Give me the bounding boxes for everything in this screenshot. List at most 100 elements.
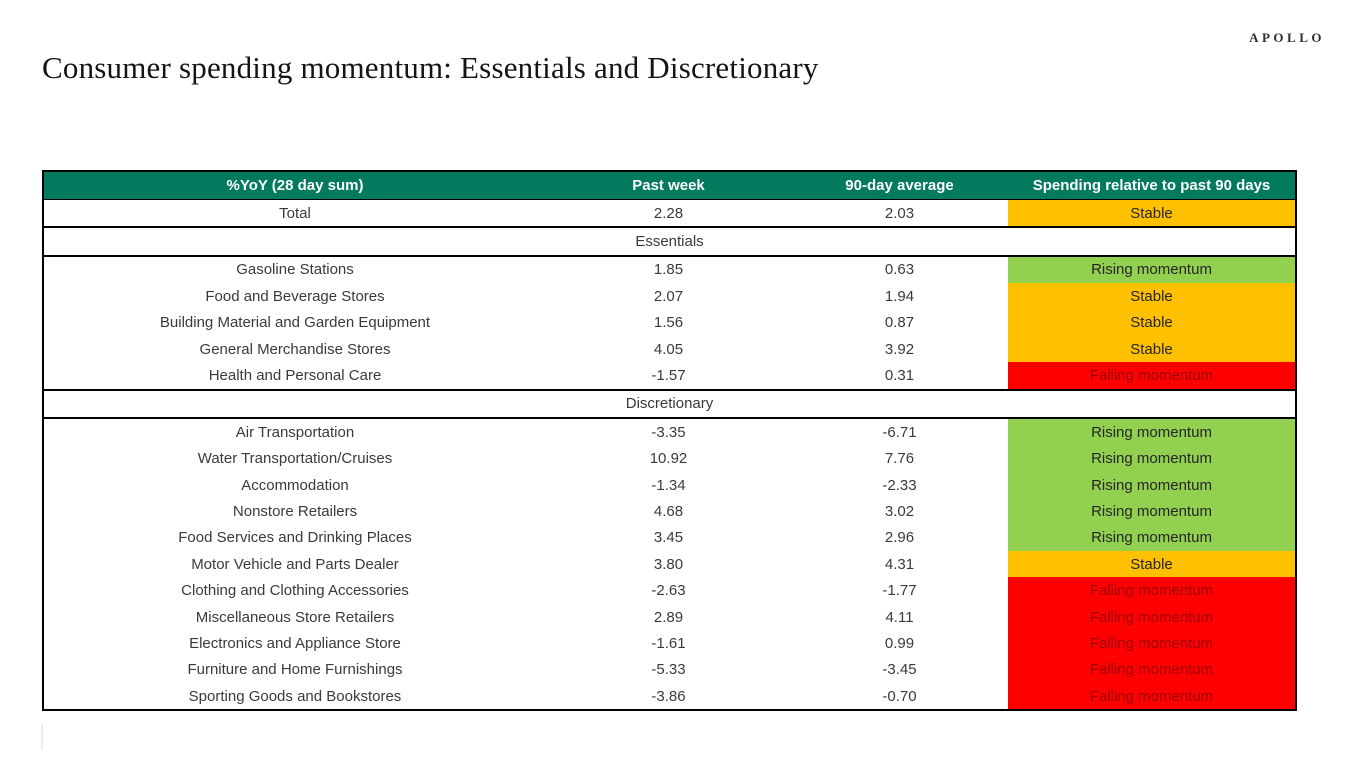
category-cell: Food Services and Drinking Places: [178, 529, 412, 547]
past-week-cell: -1.34: [651, 476, 686, 494]
status-cell: Rising momentum: [1008, 255, 1296, 284]
status-cell: Stable: [1008, 309, 1296, 336]
section-label: Essentials: [635, 233, 704, 251]
page-title: Consumer spending momentum: Essentials a…: [42, 50, 819, 85]
table-row: General Merchandise Stores 4.05 3.92 Stable: [43, 335, 1296, 363]
table-row: Clothing and Clothing Accessories -2.63 -1…: [43, 577, 1296, 604]
avg-90d-cell: 3.92: [884, 340, 915, 358]
status-cell: Falling momentum: [1008, 603, 1296, 631]
footer-mark: [41, 724, 43, 750]
avg-90d-cell: -6.71: [882, 423, 917, 441]
past-week-cell: -1.61: [651, 634, 686, 652]
status-cell: Stable: [1008, 199, 1296, 228]
past-week-cell: -3.35: [651, 423, 686, 441]
category-cell: Sporting Goods and Bookstores: [188, 687, 402, 705]
status-cell: Falling momentum: [1008, 630, 1296, 657]
status-cell: Rising momentum: [1008, 524, 1296, 552]
past-week-cell: 2.89: [653, 608, 684, 626]
table-row: Building Material and Garden Equipment 1.…: [43, 309, 1296, 336]
past-week-cell: 2.28: [653, 204, 684, 222]
spending-table: %YoY (28 day sum) Past week 90-day avera…: [42, 170, 1297, 712]
col-header-category: %YoY (28 day sum): [226, 177, 364, 194]
past-week-cell: 1.56: [653, 314, 684, 332]
category-cell: Health and Personal Care: [208, 367, 382, 385]
section-row: Discretionary: [43, 390, 1296, 419]
category-cell: Miscellaneous Store Retailers: [195, 608, 395, 626]
table-row: Miscellaneous Store Retailers 2.89 4.11 Fal…: [43, 603, 1296, 631]
avg-90d-cell: 4.11: [885, 608, 914, 626]
table-row: Food and Beverage Stores 2.07 1.94 Stable: [43, 283, 1296, 310]
status-cell: Stable: [1008, 283, 1296, 310]
table-row: Water Transportation/Cruises 10.92 7.76 Ris…: [43, 445, 1296, 472]
category-cell: Building Material and Garden Equipment: [159, 314, 431, 332]
category-cell: Gasoline Stations: [236, 261, 354, 279]
avg-90d-cell: -0.70: [882, 687, 917, 705]
table-row: Total 2.28 2.03 Stable: [43, 199, 1296, 228]
section-label: Discretionary: [625, 395, 714, 413]
past-week-cell: -3.86: [651, 687, 686, 705]
category-cell: Furniture and Home Furnishings: [187, 661, 403, 679]
category-cell: Total: [279, 204, 311, 222]
status-cell: Stable: [1008, 335, 1296, 363]
past-week-cell: 2.07: [653, 287, 684, 305]
status-cell: Falling momentum: [1008, 362, 1296, 390]
past-week-cell: -2.63: [651, 582, 686, 600]
past-week-cell: 4.05: [653, 340, 684, 358]
status-cell: Rising momentum: [1008, 471, 1296, 499]
avg-90d-cell: 7.76: [884, 450, 915, 468]
col-header-status: Spending relative to past 90 days: [1032, 177, 1271, 194]
avg-90d-cell: -2.33: [882, 476, 917, 494]
table-row: Sporting Goods and Bookstores -3.86 -0.70 F…: [43, 683, 1296, 711]
table-row: Air Transportation -3.35 -6.71 Rising momen…: [43, 418, 1296, 446]
table-row: Motor Vehicle and Parts Dealer 3.80 4.31 St…: [43, 551, 1296, 578]
col-header-past-week: Past week: [632, 177, 705, 194]
category-cell: Electronics and Appliance Store: [189, 634, 401, 652]
past-week-cell: 10.92: [649, 450, 688, 468]
avg-90d-cell: -3.45: [882, 661, 917, 679]
status-cell: Stable: [1008, 551, 1296, 578]
category-cell: General Merchandise Stores: [199, 340, 391, 358]
avg-90d-cell: 2.03: [884, 204, 915, 222]
table-row: Furniture and Home Furnishings -5.33 -3.45…: [43, 656, 1296, 684]
table-row: Nonstore Retailers 4.68 3.02 Rising momentu…: [43, 498, 1296, 525]
category-cell: Water Transportation/Cruises: [197, 450, 393, 468]
section-row: Essentials: [43, 227, 1296, 256]
avg-90d-cell: 1.94: [884, 287, 915, 305]
table-row: Health and Personal Care -1.57 0.31 Falling…: [43, 362, 1296, 390]
avg-90d-cell: 0.63: [884, 261, 915, 279]
table-row: Accommodation -1.34 -2.33 Rising momentum: [43, 471, 1296, 499]
table-row: Electronics and Appliance Store -1.61 0.99…: [43, 630, 1296, 657]
category-cell: Food and Beverage Stores: [205, 287, 385, 305]
category-cell: Air Transportation: [235, 423, 355, 441]
category-cell: Clothing and Clothing Accessories: [181, 582, 409, 600]
past-week-cell: 3.80: [653, 555, 684, 573]
avg-90d-cell: 3.02: [884, 502, 915, 520]
past-week-cell: -5.33: [651, 661, 686, 679]
status-cell: Falling momentum: [1008, 656, 1296, 684]
status-cell: Rising momentum: [1008, 418, 1296, 446]
avg-90d-cell: 0.87: [884, 314, 915, 332]
category-cell: Motor Vehicle and Parts Dealer: [191, 555, 399, 573]
status-cell: Rising momentum: [1008, 498, 1296, 525]
avg-90d-cell: -1.77: [882, 582, 917, 600]
past-week-cell: -1.57: [651, 367, 686, 385]
col-header-90d-avg: 90-day average: [845, 177, 954, 194]
category-cell: Accommodation: [241, 476, 349, 494]
past-week-cell: 3.45: [653, 529, 684, 547]
table-row: Gasoline Stations 1.85 0.63 Rising momentum: [43, 255, 1296, 284]
past-week-cell: 1.85: [653, 261, 684, 279]
table-body: Total 2.28 2.03 Stable Essentials Gasoline St…: [43, 199, 1296, 711]
table-row: Food Services and Drinking Places 3.45 2.9…: [43, 524, 1296, 552]
table-header-row: %YoY (28 day sum) Past week 90-day avera…: [43, 171, 1296, 200]
avg-90d-cell: 2.96: [884, 529, 915, 547]
avg-90d-cell: 0.99: [884, 634, 915, 652]
apollo-logo: APOLLO: [1249, 30, 1325, 45]
status-cell: Falling momentum: [1008, 577, 1296, 604]
avg-90d-cell: 4.31: [884, 555, 915, 573]
status-cell: Rising momentum: [1008, 445, 1296, 472]
category-cell: Nonstore Retailers: [232, 502, 358, 520]
past-week-cell: 4.68: [653, 502, 684, 520]
status-cell: Falling momentum: [1008, 683, 1296, 711]
avg-90d-cell: 0.31: [884, 367, 915, 385]
